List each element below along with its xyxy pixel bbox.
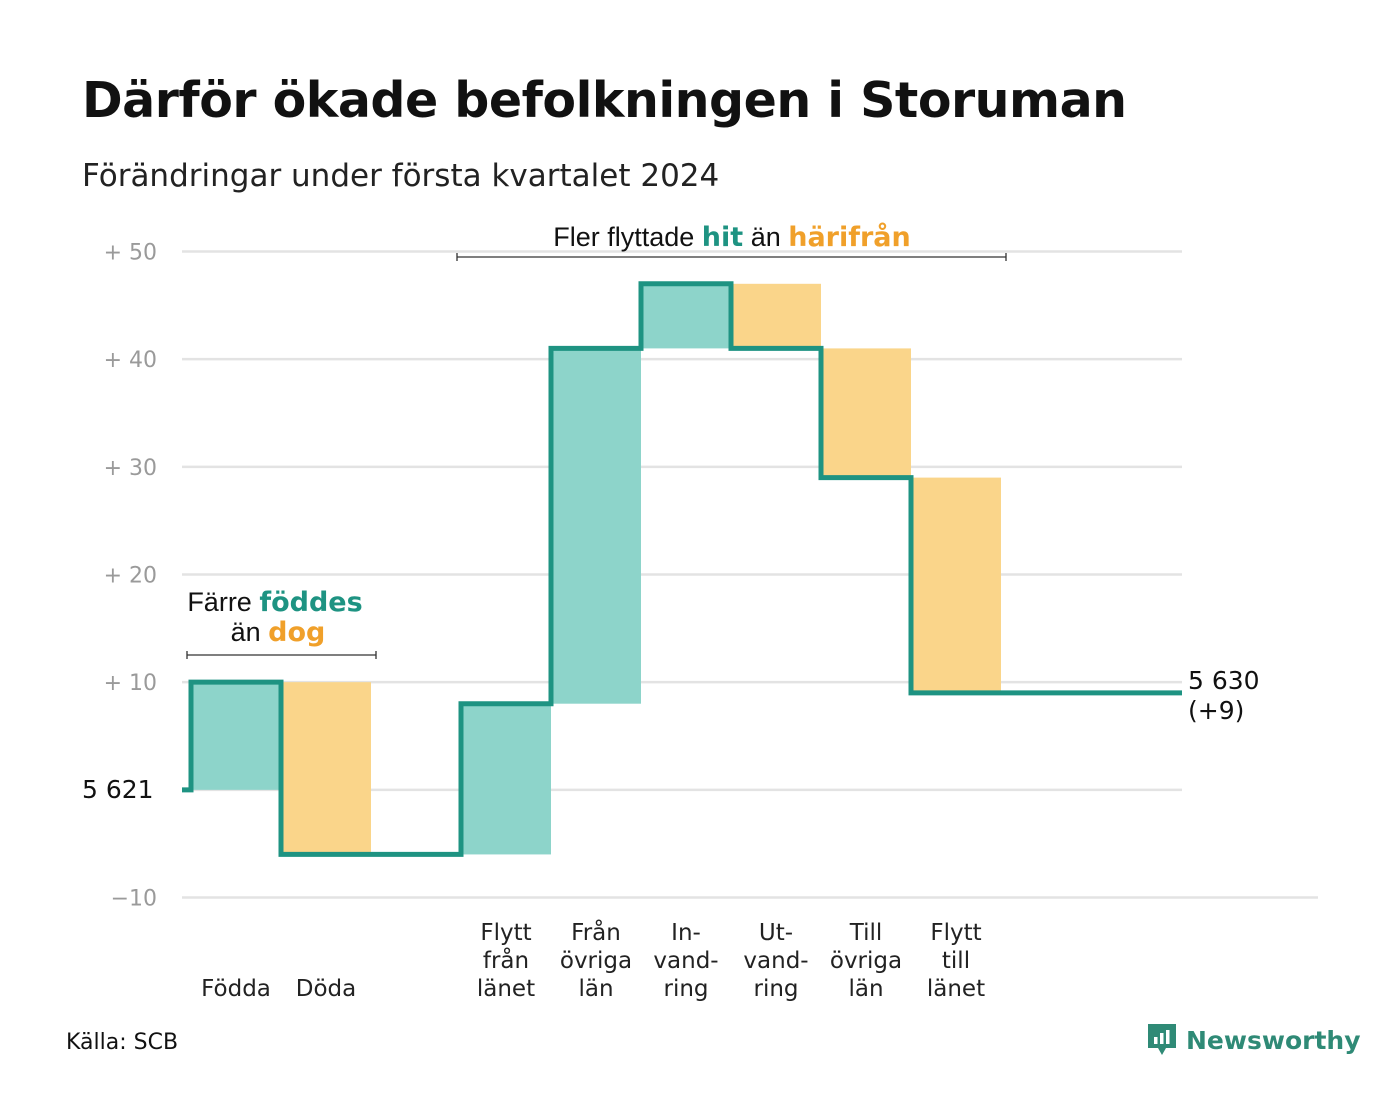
annotation-births-line1: Färre föddes xyxy=(187,587,362,618)
waterfall-bar xyxy=(911,477,1001,693)
y-tick-label: −10 xyxy=(111,887,157,912)
start-value-label: 5 621 xyxy=(82,775,154,804)
waterfall-bar xyxy=(731,283,821,349)
y-tick-label: + 10 xyxy=(104,671,157,696)
category-label: till xyxy=(942,948,970,974)
annotation-births-line2: än dog xyxy=(231,617,326,648)
y-tick-label: + 40 xyxy=(104,348,157,373)
category-label: Från xyxy=(571,918,621,946)
category-label: Till xyxy=(849,920,883,946)
annotation-births-bracket xyxy=(186,651,377,659)
category-label: Flytt xyxy=(480,920,531,946)
y-tick-label: + 30 xyxy=(104,456,157,481)
category-label: länet xyxy=(927,976,985,1002)
waterfall-bar xyxy=(821,348,911,478)
source-note: Källa: SCB xyxy=(66,1030,179,1055)
category-label: Födda xyxy=(201,976,271,1002)
chart-title: Därför ökade befolkningen i Storuman xyxy=(82,72,1127,129)
waterfall-bar xyxy=(641,283,731,349)
y-tick-label: + 50 xyxy=(104,241,157,266)
category-label: övriga xyxy=(830,948,902,974)
brand-name: Newsworthy xyxy=(1186,1025,1361,1055)
category-label: Ut- xyxy=(759,920,793,946)
category-label: ring xyxy=(753,976,798,1002)
category-label: län xyxy=(578,976,613,1002)
chart-subtitle: Förändringar under första kvartalet 2024 xyxy=(82,158,720,194)
waterfall-bar xyxy=(191,682,281,790)
newsworthy-logo-icon xyxy=(1148,1024,1176,1055)
category-label: Döda xyxy=(296,976,356,1002)
y-tick-label: + 20 xyxy=(104,564,157,589)
annotation-migration: Fler flyttade hit än härifrån xyxy=(553,221,911,253)
annotation-migration-bracket xyxy=(456,253,1007,261)
category-label: Flytt xyxy=(930,920,981,946)
category-label: vand- xyxy=(653,948,718,974)
category-label: ring xyxy=(663,976,708,1002)
waterfall-bar xyxy=(461,703,551,855)
brand-logo: Newsworthy xyxy=(1146,1022,1361,1058)
category-label: In- xyxy=(671,920,701,946)
waterfall-bar xyxy=(281,682,371,855)
category-label: länet xyxy=(477,976,535,1002)
cumulative-step-line xyxy=(182,281,1182,857)
category-label: från xyxy=(483,946,529,974)
category-label: vand- xyxy=(743,948,808,974)
end-change-label: (+9) xyxy=(1188,696,1244,725)
category-label: län xyxy=(848,976,883,1002)
end-value-label: 5 630 xyxy=(1188,666,1260,695)
category-label: övriga xyxy=(560,948,632,974)
waterfall-bar xyxy=(551,348,641,704)
